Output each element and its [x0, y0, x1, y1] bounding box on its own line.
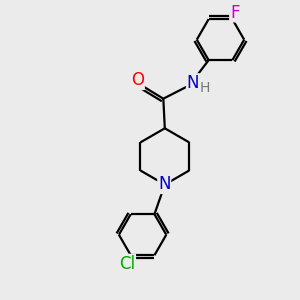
- Text: F: F: [230, 4, 239, 22]
- Text: Cl: Cl: [119, 254, 135, 272]
- Text: O: O: [131, 71, 144, 89]
- Text: N: N: [158, 175, 170, 193]
- Text: H: H: [200, 81, 210, 95]
- Text: N: N: [187, 74, 199, 92]
